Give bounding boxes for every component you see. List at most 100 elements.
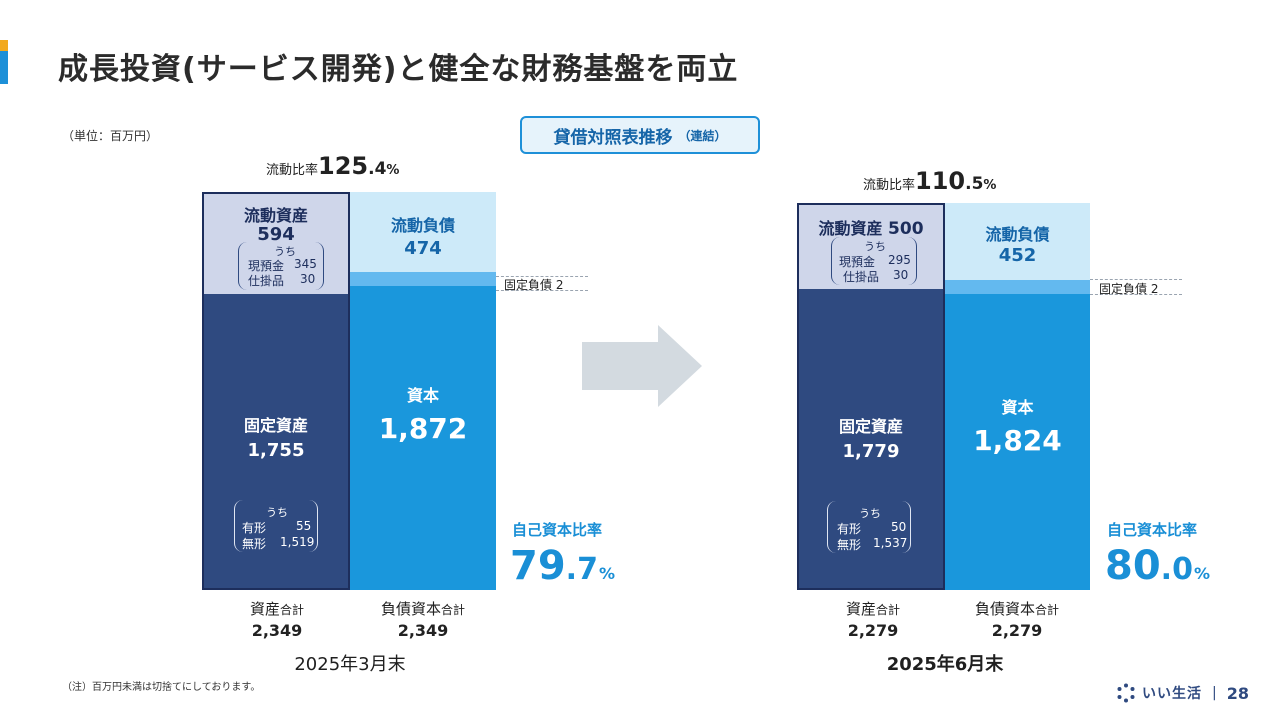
tangible-label: 有形 bbox=[242, 521, 267, 535]
equity-ratio-fraction: .7 bbox=[565, 552, 598, 587]
current-ratio-integer: 125 bbox=[318, 152, 369, 180]
wip-value: 30 bbox=[300, 272, 316, 286]
current-liabilities-label: 流動負債 bbox=[390, 216, 455, 235]
fixed-liabilities-label: 固定負債 bbox=[504, 278, 553, 292]
fixed-liabilities-annotation: 固定負債 2 bbox=[1099, 280, 1158, 297]
equity-value: 1,872 bbox=[378, 412, 468, 445]
breakdown-brace bbox=[827, 501, 911, 553]
equity-ratio-value: 79.7% bbox=[510, 546, 615, 586]
equity-ratio-unit: % bbox=[598, 564, 615, 583]
breakdown-brace bbox=[238, 242, 324, 290]
cash-label: 現預金 bbox=[839, 255, 876, 269]
current-liabilities-bar: 流動負債 452 bbox=[945, 203, 1090, 280]
brand-logo-icon bbox=[1117, 683, 1135, 703]
current-ratio-label: 流動比率 bbox=[863, 178, 916, 193]
fixed-liabilities-value: 2 bbox=[1150, 282, 1159, 296]
intangible-value: 1,537 bbox=[873, 536, 908, 550]
section-badge-main: 貸借対照表推移 bbox=[553, 127, 673, 148]
transition-arrow-icon bbox=[582, 325, 702, 407]
period-label-june: 2025年6月末 bbox=[886, 654, 1004, 675]
total-suffix: 合計 bbox=[280, 603, 305, 617]
liabilities-equity-stack-march: 流動負債 474 資本 1,872 bbox=[350, 192, 496, 590]
brand-footer: いい生活 | 28 bbox=[1116, 683, 1249, 703]
fixed-assets-value: 1,779 bbox=[842, 441, 900, 462]
tangible-value: 50 bbox=[891, 520, 907, 534]
equity-ratio-integer: 79 bbox=[510, 543, 566, 589]
fixed-liabilities-bar bbox=[945, 280, 1090, 294]
cash-label: 現預金 bbox=[248, 259, 285, 273]
cash-value: 345 bbox=[294, 257, 317, 271]
current-ratio-label: 流動比率 bbox=[266, 163, 319, 178]
current-assets-value: 594 bbox=[257, 224, 295, 245]
period-label-march: 2025年3月末 bbox=[294, 654, 406, 675]
total-suffix: 合計 bbox=[1035, 603, 1060, 617]
cash-value: 295 bbox=[888, 253, 911, 267]
intangible-value: 1,519 bbox=[280, 535, 315, 549]
fixed-assets-label: 固定資産 bbox=[243, 416, 308, 435]
total-liabilities-equity-value: 2,349 bbox=[397, 621, 449, 640]
assets-stack-june: 流動資産 500 うち 現預金 295 仕掛品 30 固定資産 1,779 うち… bbox=[797, 203, 945, 590]
equity-bar: 資本 1,824 bbox=[945, 294, 1090, 590]
total-suffix: 合計 bbox=[441, 603, 466, 617]
total-assets-value: 2,349 bbox=[251, 621, 303, 640]
wip-label: 仕掛品 bbox=[843, 270, 880, 284]
current-liabilities-value: 474 bbox=[404, 238, 442, 259]
fixed-assets-bar: 固定資産 1,755 うち 有形 55 無形 1,519 bbox=[204, 294, 348, 588]
brand-name: いい生活 bbox=[1142, 686, 1202, 702]
total-assets-june: 資産合計 2,279 bbox=[818, 598, 928, 640]
tangible-label: 有形 bbox=[837, 522, 862, 536]
liabilities-equity-stack-june: 流動負債 452 資本 1,824 bbox=[945, 203, 1090, 590]
accent-bar-blue bbox=[0, 51, 8, 84]
page-title: 成長投資(サービス開発)と健全な財務基盤を両立 bbox=[58, 52, 739, 87]
intangible-label: 無形 bbox=[837, 538, 862, 552]
equity-label: 資本 bbox=[1001, 398, 1034, 417]
current-assets-value: 500 bbox=[888, 219, 924, 239]
equity-value: 1,824 bbox=[973, 424, 1062, 457]
current-liabilities-label: 流動負債 bbox=[985, 225, 1050, 244]
equity-ratio-fraction: .0 bbox=[1160, 552, 1193, 587]
equity-ratio-label: 自己資本比率 bbox=[1107, 521, 1198, 539]
fixed-assets-label: 固定資産 bbox=[838, 417, 903, 436]
current-ratio-fraction: .4 bbox=[368, 159, 387, 179]
accent-bar-orange bbox=[0, 40, 8, 51]
intangible-label: 無形 bbox=[242, 537, 267, 551]
total-liabilities-equity-march: 負債資本合計 2,349 bbox=[360, 598, 486, 640]
equity-ratio-label: 自己資本比率 bbox=[512, 521, 603, 539]
total-liabilities-equity-label: 負債資本 bbox=[380, 600, 441, 618]
total-liabilities-equity-label: 負債資本 bbox=[974, 600, 1035, 618]
equity-bar: 資本 1,872 bbox=[350, 286, 496, 590]
section-badge-sub: （連結） bbox=[678, 128, 727, 143]
unit-note: （単位：百万円） bbox=[62, 129, 159, 143]
brand-separator: | bbox=[1212, 685, 1217, 701]
of-which-label: うち bbox=[864, 240, 886, 253]
tangible-value: 55 bbox=[296, 519, 312, 533]
current-assets-bar: 流動資産 594 うち 現預金 345 仕掛品 30 bbox=[204, 194, 348, 294]
current-ratio-fraction: .5 bbox=[965, 174, 984, 194]
equity-ratio-integer: 80 bbox=[1105, 543, 1161, 589]
current-liabilities-value: 452 bbox=[998, 245, 1037, 266]
total-liabilities-equity-value: 2,279 bbox=[991, 621, 1043, 640]
total-assets-label: 資産 bbox=[845, 600, 876, 618]
fixed-liabilities-guide-top bbox=[1090, 279, 1182, 280]
of-which-label: うち bbox=[266, 506, 288, 519]
current-assets-label: 流動資産 bbox=[243, 206, 308, 225]
section-badge: 貸借対照表推移 （連結） bbox=[520, 116, 760, 154]
fixed-liabilities-guide-bottom bbox=[496, 290, 588, 291]
footnote: （注）百万円未満は切捨てにしております。 bbox=[62, 682, 261, 693]
current-assets-label: 流動資産 500 bbox=[818, 219, 924, 239]
current-ratio-integer: 110 bbox=[915, 167, 966, 195]
breakdown-brace bbox=[831, 237, 917, 285]
fixed-liabilities-guide-bottom bbox=[1090, 294, 1182, 295]
current-ratio-unit: % bbox=[983, 178, 997, 193]
current-assets-bar: 流動資産 500 うち 現預金 295 仕掛品 30 bbox=[799, 205, 943, 289]
of-which-label: うち bbox=[274, 245, 296, 258]
fixed-assets-value: 1,755 bbox=[247, 440, 305, 461]
current-liabilities-bar: 流動負債 474 bbox=[350, 192, 496, 272]
of-which-label: うち bbox=[859, 507, 881, 520]
total-assets-march: 資産合計 2,349 bbox=[222, 598, 332, 640]
current-ratio-march: 流動比率125.4% bbox=[266, 152, 399, 180]
fixed-liabilities-value: 2 bbox=[555, 278, 564, 292]
equity-ratio-value: 80.0% bbox=[1105, 546, 1210, 586]
total-assets-value: 2,279 bbox=[847, 621, 899, 640]
fixed-liabilities-guide-top bbox=[496, 276, 588, 277]
